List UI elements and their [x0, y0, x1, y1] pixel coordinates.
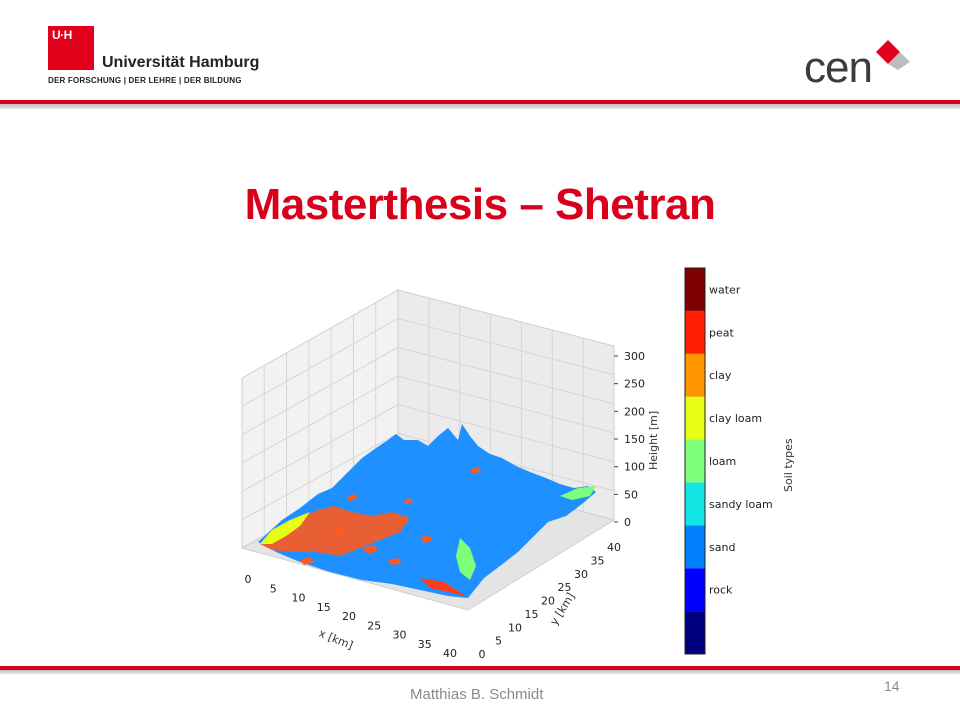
z-tick-label: 100 [624, 461, 645, 474]
z-tick-label: 250 [624, 378, 645, 391]
z-tick-label: 150 [624, 433, 645, 446]
uhh-logo-mark-text: U·H [52, 28, 72, 42]
colorbar-tick-label: clay [709, 369, 732, 382]
header-rule-shadow [0, 104, 960, 109]
terrain-peat-front [420, 578, 466, 596]
colorbar-segment [685, 268, 705, 311]
colorbar-segment [685, 611, 705, 654]
colorbar-segment [685, 568, 705, 612]
y-tick-label: 25 [558, 581, 572, 594]
y-tick-label: 40 [607, 541, 621, 554]
y-tick-label: 15 [525, 608, 539, 621]
x-tick-label: 5 [270, 582, 277, 595]
university-name: Universität Hamburg [102, 54, 260, 71]
y-tick-label: 0 [479, 648, 486, 661]
y-tick-label: 5 [495, 635, 502, 648]
x-tick-label: 20 [342, 610, 356, 623]
x-tick-label: 15 [317, 601, 331, 614]
grid-lines [241, 298, 615, 536]
cen-diamond-icon [876, 40, 910, 70]
colorbar-tick-label: rock [709, 584, 733, 597]
colorbar-tick-label: sand [709, 541, 735, 554]
terrain-loam-patch [456, 538, 476, 580]
terrain-clayloam-patch [260, 512, 310, 544]
x-tick-label: 0 [245, 573, 252, 586]
z-axis-ticks: 0 50 100 150 200 250 300 [614, 350, 645, 529]
x-tick-label: 10 [292, 592, 306, 605]
colorbar-segment [685, 396, 705, 440]
x-tick-label: 25 [367, 619, 381, 632]
z-tick-label: 0 [624, 516, 631, 529]
uhh-logo-mark: U·H [48, 26, 94, 70]
x-axis-label: x [km] [317, 627, 355, 652]
x-tick-label: 40 [443, 647, 457, 660]
slide-title: Masterthesis – Shetran [244, 180, 716, 229]
soil-types-colorbar: rock sand sandy loam loam clay loam clay peat w… [684, 267, 773, 655]
colorbar-segment [685, 525, 705, 569]
cen-logo-text: cen [804, 43, 873, 92]
colorbar-label: Soil types [782, 438, 795, 492]
colorbar-segment [685, 439, 705, 483]
footer-rule [0, 666, 960, 670]
colorbar-tick-label: peat [709, 326, 734, 339]
colorbar-tick-label: clay loam [709, 412, 762, 425]
z-tick-label: 50 [624, 488, 638, 501]
terrain-surface [258, 424, 596, 598]
university-motto: DER FORSCHUNG | DER LEHRE | DER BILDUNG [48, 76, 242, 85]
footer-rule-shadow [0, 670, 960, 674]
z-tick-label: 300 [624, 350, 645, 363]
colorbar-tick-label: water [709, 283, 741, 296]
colorbar-segment [685, 310, 705, 354]
colorbar-tick-label: sandy loam [709, 498, 773, 511]
terrain-loam-east [560, 486, 596, 500]
x-tick-label: 30 [393, 629, 407, 642]
x-tick-label: 35 [418, 638, 432, 651]
y-tick-label: 10 [508, 621, 522, 634]
colorbar-segment [685, 482, 705, 526]
y-tick-label: 35 [591, 554, 605, 567]
colorbar-segment [685, 353, 705, 397]
y-tick-label: 30 [574, 568, 588, 581]
z-tick-label: 200 [624, 405, 645, 418]
slide-author: Matthias B. Schmidt [410, 686, 544, 703]
header-rule [0, 100, 960, 104]
y-tick-label: 20 [541, 595, 555, 608]
cen-logo: cen [800, 38, 920, 98]
colorbar-tick-label: loam [709, 455, 736, 468]
page-number: 14 [884, 678, 900, 694]
z-axis-label: Height [m] [647, 411, 660, 470]
x-axis-ticks: 0 5 10 15 20 25 30 35 40 [245, 573, 458, 660]
